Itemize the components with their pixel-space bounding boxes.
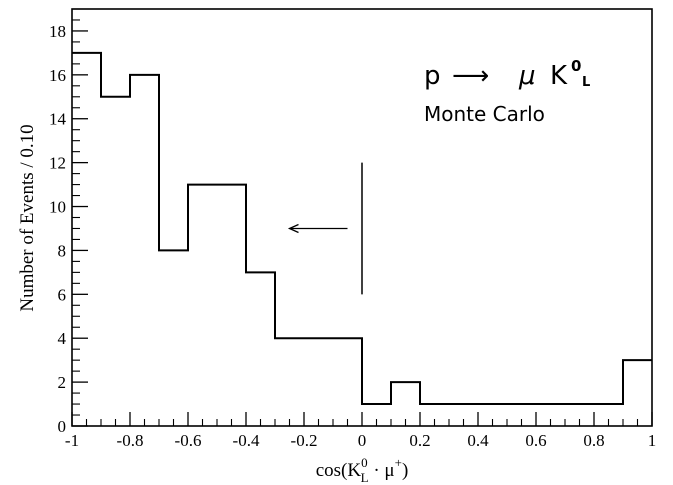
- y-tick-label: 10: [49, 198, 66, 217]
- x-tick-label: -0.2: [291, 431, 318, 450]
- x-tick-label: -1: [65, 431, 79, 450]
- reaction-mu: μ: [518, 61, 536, 91]
- x-tick-labels: -1 -0.8 -0.6 -0.4 -0.2 0 0.2 0.4 0.6 0.8 1: [65, 431, 656, 450]
- x-tick-label: -0.4: [233, 431, 260, 450]
- reaction-k: K: [550, 61, 568, 91]
- x-tick-label: -0.6: [175, 431, 202, 450]
- x-axis-title-sup: 0: [361, 455, 368, 470]
- y-tick-label: 14: [49, 110, 67, 129]
- y-tick-label: 8: [58, 241, 67, 260]
- x-tick-label: 0.6: [525, 431, 546, 450]
- x-tick-label: -0.8: [117, 431, 144, 450]
- y-tick-label: 18: [49, 22, 66, 41]
- x-axis-title-middle: · μ: [369, 460, 395, 481]
- x-tick-label: 1: [648, 431, 657, 450]
- y-tick-label: 0: [58, 417, 67, 436]
- y-tick-labels: 0 2 4 6 8 10 12 14 16 18: [49, 22, 67, 436]
- x-axis-title-suffix: ): [402, 460, 408, 481]
- reaction-k-sub: L: [582, 75, 590, 90]
- x-tick-label: 0.4: [467, 431, 489, 450]
- x-axis-title-sup2: +: [395, 455, 402, 470]
- x-axis-title-prefix: cos(K: [316, 460, 362, 481]
- cut-arrowhead: [287, 223, 299, 234]
- reaction-k-sup: 0: [571, 57, 581, 75]
- y-tick-label: 6: [58, 285, 67, 304]
- reaction-p: p: [424, 61, 441, 91]
- reaction-arrow: ⟶: [452, 61, 489, 91]
- monte-carlo-label: Monte Carlo: [424, 102, 545, 126]
- y-tick-label: 2: [58, 373, 67, 392]
- y-tick-label: 16: [49, 66, 66, 85]
- y-tick-label: 4: [58, 329, 67, 348]
- x-tick-label: 0: [358, 431, 367, 450]
- axis-ticks: [71, 8, 653, 427]
- x-tick-label: 0.2: [409, 431, 430, 450]
- x-axis-title: cos(K0 L · μ+): [316, 455, 409, 485]
- y-tick-label: 12: [49, 154, 66, 173]
- y-axis-title: Number of Events / 0.10: [17, 124, 38, 311]
- reaction-annotation: p ⟶ μ K 0 L: [424, 57, 590, 91]
- x-axis-title-sub: L: [361, 470, 369, 485]
- histogram-line: [72, 51, 652, 406]
- x-tick-label: 0.8: [583, 431, 604, 450]
